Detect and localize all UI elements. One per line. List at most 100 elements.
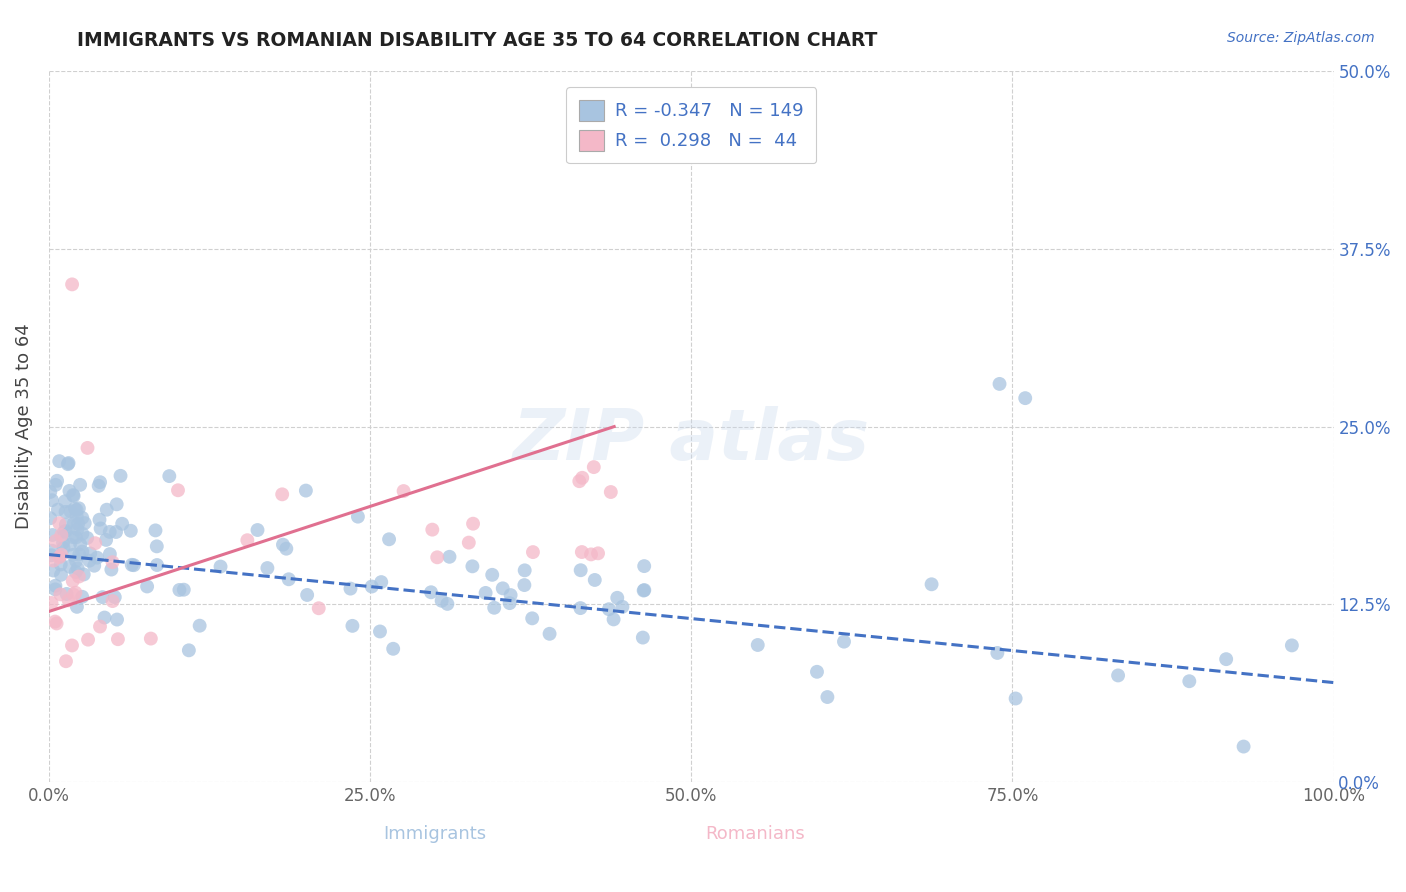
Point	[271, 487, 294, 501]
Point	[815, 690, 838, 704]
Point	[139, 632, 162, 646]
Point	[522, 545, 544, 559]
Point	[65, 565, 87, 579]
Point	[522, 611, 544, 625]
Point	[146, 540, 169, 554]
Point	[481, 567, 503, 582]
Point	[308, 601, 330, 615]
Point	[392, 484, 415, 499]
Point	[157, 469, 180, 483]
Point	[44, 615, 66, 629]
Point	[105, 524, 128, 539]
Point	[598, 602, 620, 616]
Point	[832, 634, 855, 648]
Point	[98, 524, 121, 539]
Point	[67, 501, 90, 516]
Point	[579, 548, 602, 562]
Point	[65, 503, 87, 517]
Point	[806, 665, 828, 679]
Point	[52, 535, 75, 549]
Point	[53, 494, 76, 508]
Point	[53, 524, 76, 539]
Point	[91, 590, 114, 604]
Point	[67, 548, 90, 562]
Point	[39, 511, 62, 525]
Point	[121, 558, 143, 572]
Point	[599, 485, 621, 500]
Point	[347, 509, 370, 524]
Point	[110, 468, 132, 483]
Point	[52, 541, 75, 555]
Point	[612, 599, 634, 614]
Point	[420, 585, 443, 599]
Point	[42, 553, 65, 567]
Point	[461, 516, 484, 531]
Point	[100, 562, 122, 576]
Point	[986, 646, 1008, 660]
Y-axis label: Disability Age 35 to 64: Disability Age 35 to 64	[15, 324, 32, 530]
Point	[569, 601, 592, 615]
Point	[86, 550, 108, 565]
Point	[105, 613, 128, 627]
Point	[45, 534, 67, 549]
Point	[49, 587, 72, 601]
Point	[56, 457, 79, 471]
Point	[1107, 668, 1129, 682]
Point	[342, 619, 364, 633]
Point	[66, 599, 89, 614]
Text: IMMIGRANTS VS ROMANIAN DISABILITY AGE 35 TO 64 CORRELATION CHART: IMMIGRANTS VS ROMANIAN DISABILITY AGE 35…	[77, 31, 877, 50]
Point	[538, 627, 561, 641]
Point	[49, 549, 72, 564]
Point	[582, 460, 605, 475]
Point	[513, 563, 536, 577]
Point	[492, 582, 515, 596]
Point	[58, 456, 80, 470]
Point	[295, 483, 318, 498]
Point	[69, 537, 91, 551]
Point	[360, 580, 382, 594]
Point	[41, 596, 63, 610]
Point	[55, 505, 77, 519]
Text: ZIP atlas: ZIP atlas	[513, 406, 870, 475]
Point	[98, 547, 121, 561]
Point	[188, 618, 211, 632]
Point	[63, 516, 86, 530]
Point	[60, 277, 83, 292]
Point	[65, 530, 87, 544]
Point	[49, 567, 72, 582]
Point	[48, 550, 70, 565]
Point	[77, 632, 100, 647]
Point	[41, 528, 63, 542]
Point	[83, 558, 105, 573]
Text: Source: ZipAtlas.com: Source: ZipAtlas.com	[1227, 31, 1375, 45]
Point	[76, 441, 98, 455]
Point	[76, 531, 98, 545]
Point	[45, 478, 67, 492]
Point	[111, 516, 134, 531]
Point	[45, 616, 67, 631]
Point	[73, 516, 96, 530]
Point	[41, 493, 63, 508]
Point	[276, 541, 298, 556]
Point	[271, 538, 294, 552]
Point	[51, 548, 73, 562]
Point	[62, 574, 84, 588]
Point	[571, 545, 593, 559]
Point	[84, 536, 107, 550]
Point	[70, 544, 93, 558]
Point	[101, 555, 124, 569]
Point	[368, 624, 391, 639]
Point	[59, 559, 82, 574]
Point	[62, 588, 84, 602]
Point	[606, 591, 628, 605]
Point	[146, 558, 169, 572]
Point	[1232, 739, 1254, 754]
Point	[461, 559, 484, 574]
Point	[58, 593, 80, 607]
Point	[79, 546, 101, 560]
Point	[209, 559, 232, 574]
Point	[90, 521, 112, 535]
Point	[58, 483, 80, 498]
Point	[48, 516, 70, 531]
Point	[167, 483, 190, 498]
